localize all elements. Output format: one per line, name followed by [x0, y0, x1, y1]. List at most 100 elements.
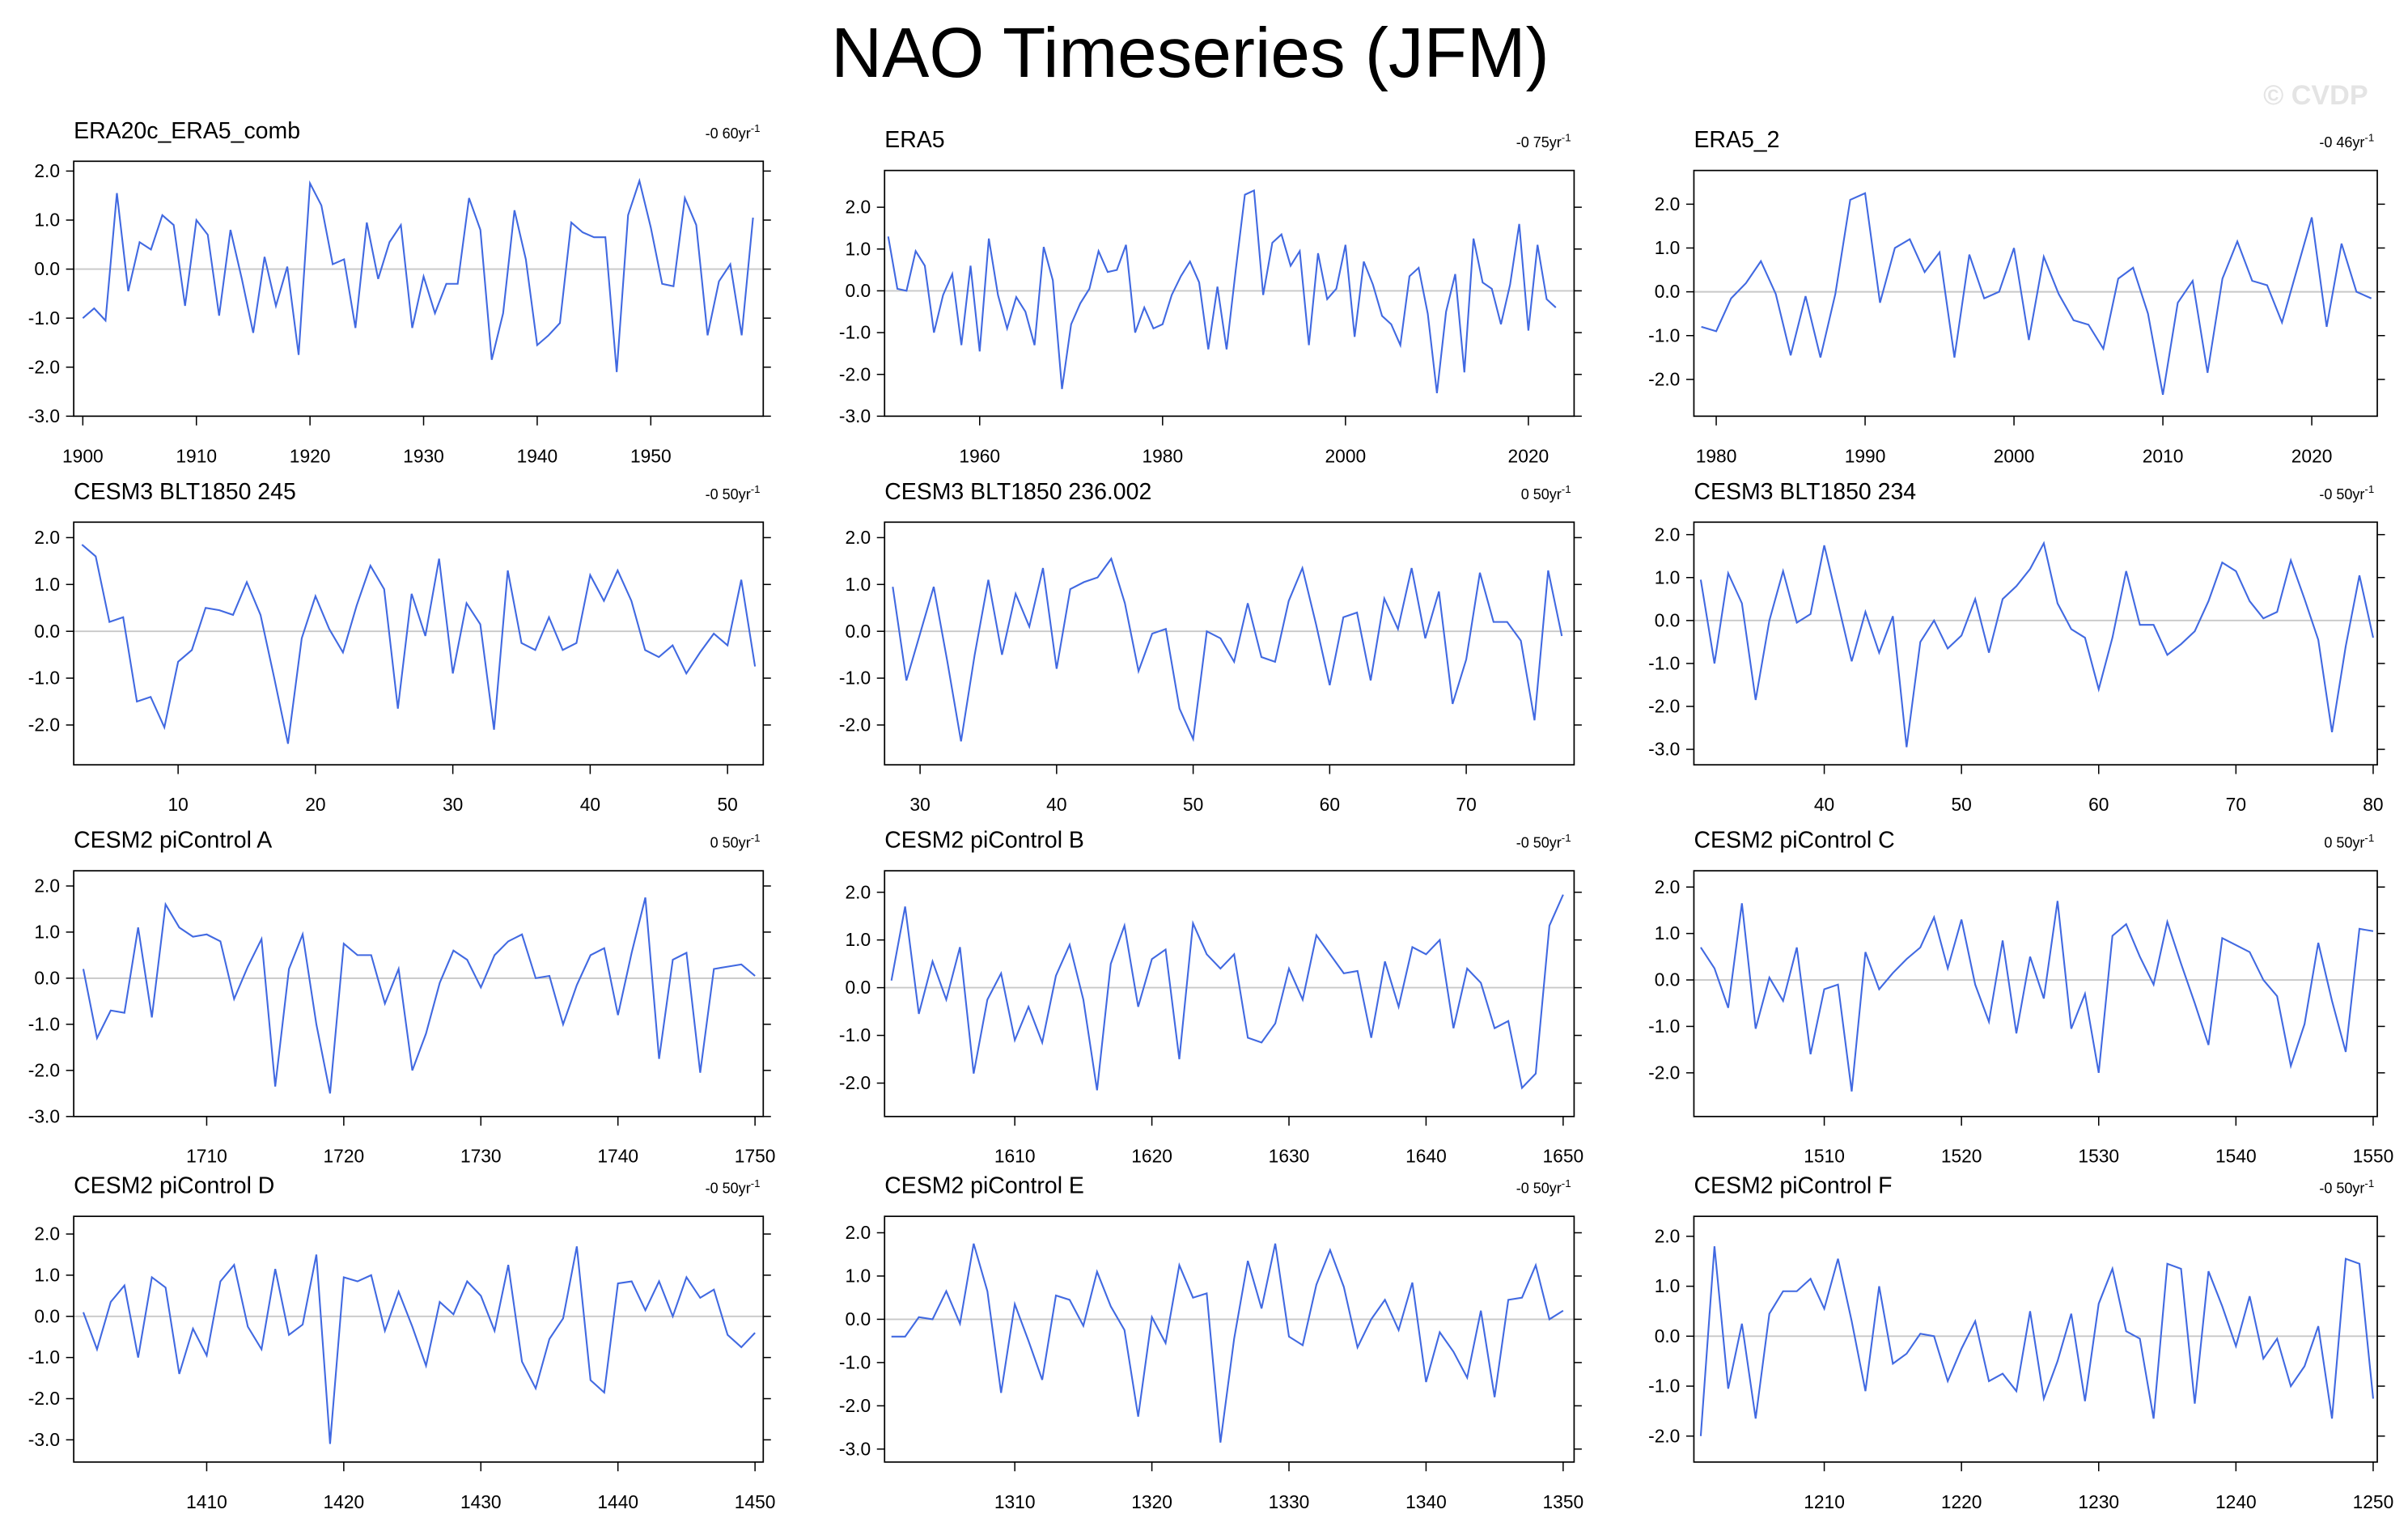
panel-title: CESM2 piControl A	[74, 828, 272, 854]
panel-title: ERA5	[884, 127, 944, 153]
panel: ERA5_2 -0 46yr-1 2.0 1.0 0.0 -1.0 -2.0 1980 1990…	[1648, 127, 2385, 466]
y-tick-label: 1.0	[34, 1265, 60, 1286]
panel: CESM2 piControl E -0 50yr-1 2.0 1.0 0.0 -1.0 -…	[839, 1173, 1583, 1512]
x-tick-label: 1430	[460, 1491, 502, 1512]
data-line	[1699, 541, 2374, 748]
x-tick-label: 1250	[2353, 1491, 2394, 1512]
trend-text: -0 50yr	[2319, 1181, 2364, 1197]
x-tick-label: 50	[1951, 794, 1971, 815]
data-line	[891, 1243, 1564, 1443]
y-tick-label: 2.0	[845, 1222, 871, 1243]
y-tick-label: 2.0	[34, 1223, 60, 1245]
y-tick-label: -2.0	[1648, 368, 1680, 389]
plot-frame	[1693, 169, 2378, 418]
panel-title: ERA20c_ERA5_comb	[74, 118, 300, 144]
y-tick-label: 1.0	[845, 574, 871, 595]
panel: CESM2 piControl B -0 50yr-1 2.0 1.0 0.0 -1.0 -…	[839, 828, 1583, 1167]
data-line	[1699, 1246, 2374, 1436]
y-tick-label: 1.0	[1655, 922, 1681, 943]
y-tick-label: 1.0	[1655, 566, 1681, 587]
trend-exponent: -1	[2364, 1177, 2374, 1189]
x-tick-label: 1630	[1269, 1146, 1310, 1167]
y-tick-label: 1.0	[1655, 237, 1681, 258]
y-tick-label: -2.0	[1648, 1425, 1680, 1446]
x-tick-label: 1940	[517, 445, 558, 466]
y-tick-label: -2.0	[1648, 1062, 1680, 1083]
x-tick-label: 1220	[1941, 1491, 1982, 1512]
y-tick-label: -1.0	[839, 1024, 871, 1045]
y-tick-label: -1.0	[28, 668, 60, 689]
panel: ERA20c_ERA5_comb -0 60yr-1 2.0 1.0 0.0 -1.0 -2…	[28, 118, 771, 466]
plot-frame	[73, 521, 765, 766]
x-tick-label: 1350	[1543, 1491, 1584, 1512]
trend-exponent: -1	[751, 1177, 761, 1189]
trend-label: -0 46yr-1	[2319, 132, 2374, 151]
x-tick-label: 1330	[1269, 1491, 1310, 1512]
x-tick-label: 30	[443, 794, 463, 815]
y-tick-label: 2.0	[1655, 876, 1681, 897]
trend-exponent: -1	[1562, 132, 1571, 144]
x-tick-label: 1650	[1543, 1146, 1584, 1167]
x-tick-label: 1620	[1131, 1146, 1172, 1167]
x-tick-label: 1910	[176, 445, 217, 466]
x-tick-label: 1410	[186, 1491, 227, 1512]
data-line	[1700, 901, 2374, 1092]
y-tick-label: -3.0	[28, 1105, 60, 1126]
y-tick-label: -2.0	[28, 714, 60, 736]
trend-text: -0 46yr	[2319, 134, 2364, 151]
x-tick-label: 2000	[1994, 445, 2035, 466]
x-tick-label: 1740	[597, 1146, 638, 1167]
x-tick-label: 1930	[403, 445, 444, 466]
trend-text: 0 50yr	[2324, 835, 2364, 851]
trend-label: -0 50yr-1	[1516, 832, 1571, 851]
trend-text: -0 50yr	[2319, 486, 2364, 502]
panel: CESM2 piControl A 0 50yr-1 2.0 1.0 0.0 -1.0 -2…	[28, 828, 776, 1167]
data-line	[82, 177, 754, 372]
panel-title: CESM2 piControl E	[884, 1173, 1084, 1199]
x-tick-label: 2020	[2291, 445, 2333, 466]
y-tick-label: 1.0	[1655, 1275, 1681, 1296]
y-tick-label: 1.0	[845, 929, 871, 950]
y-tick-label: -1.0	[839, 322, 871, 343]
panel-title: CESM3 BLT1850 234	[1694, 479, 1916, 505]
x-tick-label: 1510	[1804, 1146, 1845, 1167]
data-line	[81, 544, 757, 744]
x-tick-label: 2020	[1508, 445, 1550, 466]
y-tick-label: 0.0	[34, 258, 60, 279]
plot-frame	[884, 521, 1575, 766]
x-tick-label: 1520	[1941, 1146, 1982, 1167]
x-tick-label: 1990	[1845, 445, 1886, 466]
x-tick-label: 40	[580, 794, 600, 815]
x-tick-label: 1980	[1696, 445, 1737, 466]
trend-exponent: -1	[2364, 132, 2374, 144]
y-tick-label: -3.0	[839, 405, 871, 426]
y-tick-label: -2.0	[839, 1072, 871, 1093]
y-tick-label: -3.0	[28, 1429, 60, 1450]
y-tick-label: 2.0	[845, 527, 871, 548]
panel-title: ERA5_2	[1694, 127, 1779, 153]
x-tick-label: 1550	[2353, 1146, 2394, 1167]
x-tick-label: 1310	[994, 1491, 1036, 1512]
x-tick-label: 20	[305, 794, 325, 815]
panel-title: CESM2 piControl B	[884, 828, 1084, 854]
trend-label: -0 50yr-1	[2319, 483, 2374, 502]
trend-text: -0 50yr	[1516, 835, 1562, 851]
y-tick-label: 1.0	[34, 922, 60, 943]
trend-exponent: -1	[751, 122, 761, 134]
y-tick-label: 2.0	[34, 160, 60, 181]
y-tick-label: -2.0	[28, 1388, 60, 1409]
data-line	[890, 894, 1564, 1091]
y-tick-label: 0.0	[845, 621, 871, 642]
trend-exponent: -1	[2364, 483, 2374, 495]
trend-exponent: -1	[1562, 483, 1571, 495]
y-tick-label: -1.0	[1648, 1016, 1680, 1037]
y-tick-label: -1.0	[28, 307, 60, 329]
y-tick-label: 0.0	[1655, 609, 1681, 630]
x-tick-label: 1240	[2215, 1491, 2257, 1512]
x-tick-label: 1340	[1405, 1491, 1447, 1512]
x-tick-label: 1960	[959, 445, 1000, 466]
x-tick-label: 60	[1320, 794, 1340, 815]
y-tick-label: 1.0	[845, 238, 871, 259]
x-tick-label: 70	[2226, 794, 2246, 815]
y-tick-label: 0.0	[845, 977, 871, 998]
